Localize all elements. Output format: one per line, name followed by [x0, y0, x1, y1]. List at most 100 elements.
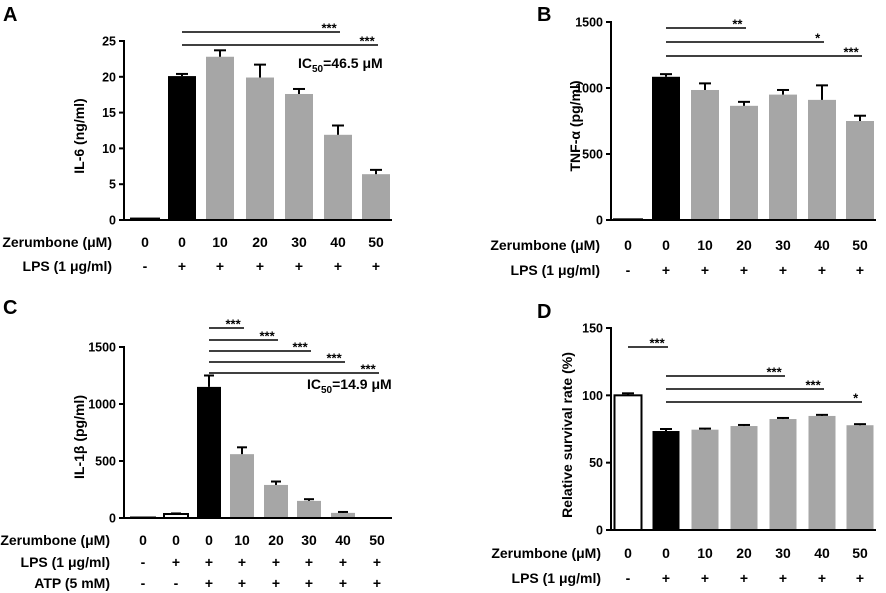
ic50-annotation: IC50=14.9 μM: [307, 376, 392, 396]
row-cell: +: [339, 575, 347, 591]
row-cell: 0: [172, 532, 180, 548]
panel-d-error-bar-3: [738, 423, 750, 427]
ic50-value: =46.5 μM: [323, 55, 383, 71]
panel-letter: A: [3, 4, 17, 26]
row-label: LPS (1 μg/ml): [21, 554, 110, 570]
panel-b-error-bar-5: [816, 84, 828, 100]
row-cell: +: [779, 570, 787, 586]
panel-a-error-bar-5: [332, 124, 344, 135]
panel-a-error-bar-2: [214, 49, 226, 57]
y-tick-label: 15: [102, 106, 116, 120]
row-cell: 10: [697, 545, 713, 561]
row-cell: 40: [814, 237, 830, 253]
row-cell: +: [178, 258, 186, 274]
panel-d-bar-6: [846, 425, 874, 530]
y-tick-label: 20: [102, 70, 116, 84]
panel-a-error-bar-6: [370, 168, 382, 175]
significance-label: ***: [322, 21, 338, 36]
row-cell: +: [373, 575, 381, 591]
panel-c-bar-4: [264, 484, 288, 518]
panel-c-bar-2: [197, 386, 221, 518]
row-cell: -: [143, 258, 148, 274]
ic50-prefix: IC: [298, 55, 312, 71]
row-cell: 0: [139, 532, 147, 548]
significance-label: ***: [260, 329, 276, 344]
row-cell: 20: [252, 234, 268, 250]
panel-d-bar-3: [730, 426, 758, 530]
row-label: LPS (1 μg/ml): [23, 258, 112, 274]
row-label: LPS (1 μg/ml): [511, 262, 600, 278]
row-cell: 40: [814, 545, 830, 561]
y-tick-label: 0: [109, 214, 116, 228]
y-tick-label: 5: [109, 178, 116, 192]
row-cell: 10: [212, 234, 228, 250]
row-cell: +: [856, 570, 864, 586]
panel-c-bar-5: [297, 500, 321, 518]
y-tick-label: 1000: [88, 398, 116, 412]
panel-letter: B: [537, 4, 551, 26]
row-cell: 50: [852, 545, 868, 561]
panel-d-error-bar-5: [816, 413, 828, 416]
y-tick-label: 500: [95, 455, 116, 469]
panel-a: A IL-6 (ng/ml) 0 5 10 15 20 25 Zerumbone (μM) 0 0 1…: [2, 4, 392, 274]
panel-b-error-bar-1: [660, 73, 672, 77]
row-cell: 0: [662, 545, 670, 561]
panel-c-error-bar-2: [204, 374, 214, 387]
row-cell: +: [339, 554, 347, 570]
row-cell: +: [305, 575, 313, 591]
panel-a-bar-6: [362, 174, 390, 220]
panel-d-bar-4: [769, 419, 797, 530]
panel-d-bar-1: [652, 431, 680, 530]
row-cell: +: [372, 258, 380, 274]
significance-label: **: [732, 17, 743, 32]
row-cell: +: [740, 570, 748, 586]
ic50-subscript: 50: [312, 64, 324, 75]
panel-a-error-bar-1: [176, 72, 188, 77]
row-cell: 30: [301, 532, 317, 548]
row-label: Zerumbone (μM): [490, 237, 600, 253]
panel-b-bar-4: [769, 94, 797, 220]
row-cell: 40: [335, 532, 351, 548]
row-cell: +: [272, 554, 280, 570]
y-tick-label: 1500: [88, 341, 116, 355]
row-cell: 30: [775, 237, 791, 253]
panel-b-error-bar-6: [854, 114, 866, 121]
panel-letter: C: [3, 297, 17, 319]
ic50-subscript: 50: [321, 385, 333, 396]
y-axis-title: Relative survival rate (%): [559, 352, 575, 518]
y-axis-title: IL-1β (pg/ml): [71, 395, 87, 479]
row-cell: +: [256, 258, 264, 274]
row-cell: 40: [330, 234, 346, 250]
panel-b-error-bar-4: [777, 88, 789, 95]
y-axis-title: IL-6 (ng/ml): [71, 98, 87, 173]
panel-d-bar-0: [613, 394, 643, 532]
row-cell: 0: [662, 237, 670, 253]
panel-a-error-bar-3: [254, 63, 266, 78]
panel-a-error-bar-4: [293, 87, 305, 94]
panel-d-error-bar-0: [622, 392, 634, 396]
row-cell: 0: [178, 234, 186, 250]
row-cell: 50: [369, 532, 385, 548]
significance-label: *: [815, 31, 821, 46]
row-cell: 20: [736, 237, 752, 253]
panel-b-bar-2: [691, 89, 719, 220]
significance-label: ***: [226, 317, 242, 332]
row-cell: 30: [291, 234, 307, 250]
significance-label: ***: [844, 45, 860, 60]
row-cell: +: [701, 570, 709, 586]
panel-d-error-bar-4: [777, 416, 789, 420]
row-cell: 20: [268, 532, 284, 548]
row-cell: -: [141, 554, 146, 570]
row-cell: +: [856, 262, 864, 278]
row-cell: +: [740, 262, 748, 278]
row-cell: 10: [697, 237, 713, 253]
row-cell: 30: [775, 545, 791, 561]
row-label: LPS (1 μg/ml): [512, 570, 601, 586]
ic50-annotation: IC50=46.5 μM: [298, 55, 383, 75]
significance-label: ***: [360, 34, 376, 49]
significance-label: ***: [650, 336, 666, 351]
panel-b-bar-3: [730, 105, 758, 220]
panel-c-bar-3: [230, 454, 254, 518]
row-label: Zerumbone (μM): [2, 234, 112, 250]
